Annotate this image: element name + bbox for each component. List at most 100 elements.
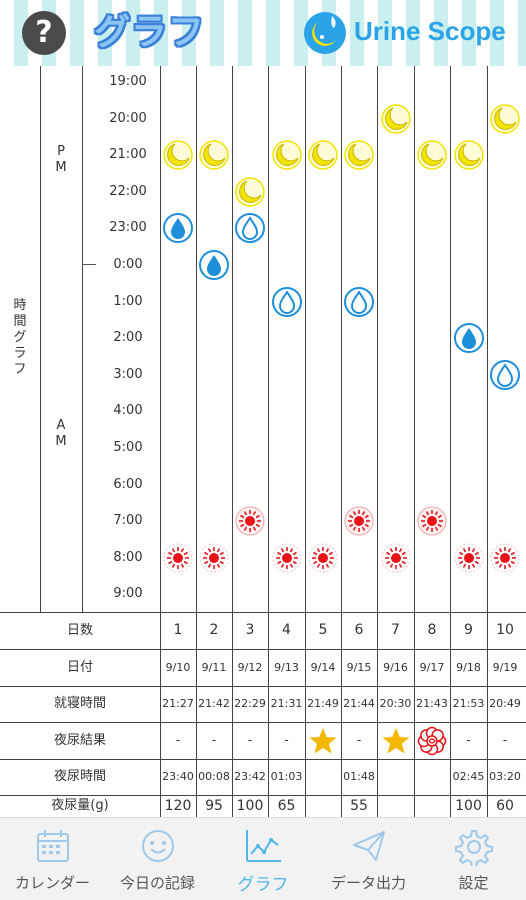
- hour-label: 22:00: [109, 183, 147, 199]
- help-button[interactable]: ?: [22, 11, 66, 55]
- hour-label: 2:00: [113, 330, 143, 346]
- moon-icon: [490, 103, 520, 134]
- table-cell: 21:53: [452, 697, 485, 710]
- logo-text: Urine Scope: [354, 16, 506, 46]
- table-column-line: [305, 612, 306, 817]
- star-icon: [309, 727, 337, 753]
- table-cell: -: [247, 733, 253, 747]
- hour-label: 8:00: [113, 549, 143, 565]
- table-column-line: [414, 612, 415, 817]
- row-label-bedtime: 就寝時間: [53, 696, 106, 711]
- moon-icon: [417, 140, 447, 170]
- table-cell: 3: [245, 622, 255, 638]
- grid-line: [377, 66, 378, 612]
- hour-label: 7:00: [113, 513, 143, 529]
- table-divider: [0, 649, 526, 650]
- moon-icon: [199, 140, 229, 170]
- table-cell: 100: [236, 798, 264, 814]
- sun-icon: [490, 543, 520, 573]
- table-cell: 9/12: [237, 661, 263, 674]
- water-drop-filled-icon: [453, 323, 484, 354]
- hour-label: 4:00: [113, 403, 143, 419]
- moon-icon: [308, 140, 338, 170]
- table-column-line: [341, 612, 342, 817]
- table-cell: 95: [205, 798, 223, 814]
- hour-label: 0:00: [113, 257, 143, 272]
- row-label-nocturia-result: 夜尿結果: [53, 733, 106, 748]
- nav-item-settings[interactable]: 設定: [421, 818, 526, 900]
- nav-label: カレンダー: [14, 874, 90, 892]
- table-cell: 9/10: [165, 661, 191, 674]
- table-cell: 9: [464, 622, 473, 638]
- table-cell: 20:30: [379, 697, 412, 710]
- table-column-line: [450, 612, 451, 817]
- table-cell: 100: [455, 798, 482, 814]
- am-label: A M: [55, 418, 67, 449]
- hour-label: 3:00: [113, 366, 143, 382]
- table-cell: 21:42: [198, 697, 230, 710]
- table-cell: 21:44: [343, 697, 375, 710]
- hour-label: 21:00: [109, 147, 147, 163]
- pm-label: P M: [55, 144, 67, 175]
- hour-label: 19:00: [109, 74, 147, 89]
- grid-line: [82, 66, 83, 612]
- grid-line: [160, 66, 161, 612]
- table-cell: 02:45: [452, 770, 485, 783]
- flower-icon: [414, 722, 450, 759]
- midnight-marker: [82, 264, 96, 265]
- table-cell: 7: [391, 622, 400, 638]
- table-column-line: [487, 612, 488, 817]
- grid-line: [40, 66, 41, 612]
- sun-icon: [272, 543, 301, 573]
- table-cell: 23:42: [234, 770, 266, 783]
- nav-item-today-record[interactable]: 今日の記録: [105, 818, 210, 900]
- table-divider: [0, 795, 526, 796]
- moon-icon: [344, 140, 374, 170]
- sun-icon: [344, 506, 374, 536]
- table-cell: -: [466, 733, 471, 747]
- nav-item-calendar[interactable]: カレンダー: [0, 818, 105, 900]
- table-column-line: [196, 612, 197, 817]
- water-drop-filled-icon: [163, 213, 193, 244]
- water-drop-outline-icon: [235, 213, 265, 244]
- grid-line: [487, 66, 488, 612]
- table-cell: 9/18: [456, 661, 481, 674]
- table-column-line: [160, 612, 161, 817]
- table-cell: [414, 759, 450, 795]
- logo-mark-icon: [304, 12, 346, 54]
- table-cell: [377, 795, 414, 817]
- row-label-nocturia-time: 夜尿時間: [53, 769, 106, 784]
- star-icon: [305, 722, 341, 759]
- grid-line: [196, 66, 197, 612]
- table-cell: 01:48: [343, 770, 375, 783]
- table-cell: [377, 759, 414, 795]
- table-cell: 21:31: [270, 697, 303, 710]
- sun-icon: [199, 543, 229, 573]
- table-cell: -: [502, 733, 508, 747]
- table-cell: 9/17: [419, 661, 445, 674]
- grid-line: [450, 66, 451, 612]
- nav-item-graph[interactable]: グラフ: [210, 818, 316, 900]
- table-cell: 9/16: [383, 661, 408, 674]
- hour-label: 5:00: [113, 440, 143, 455]
- table-cell: 9/19: [492, 661, 518, 674]
- table-cell: 5: [318, 622, 328, 638]
- hour-label: 23:00: [109, 220, 147, 236]
- table-column-line: [232, 612, 233, 817]
- table-cell: -: [284, 733, 289, 747]
- send-icon: [352, 831, 385, 861]
- gear-icon: [454, 830, 493, 866]
- table-divider: [0, 759, 526, 760]
- row-label-date: 日付: [66, 660, 93, 675]
- chart-icon: [246, 830, 281, 862]
- table-cell: 21:43: [416, 697, 448, 710]
- sun-icon: [454, 543, 483, 573]
- table-cell: 00:08: [198, 770, 230, 783]
- table-cell: [414, 795, 450, 817]
- table-cell: 6: [354, 622, 364, 638]
- nav-label: グラフ: [237, 875, 289, 895]
- grid-line: [341, 66, 342, 612]
- sun-icon: [417, 506, 447, 536]
- nav-label: データ出力: [330, 874, 406, 892]
- nav-item-data-export[interactable]: データ出力: [316, 818, 421, 900]
